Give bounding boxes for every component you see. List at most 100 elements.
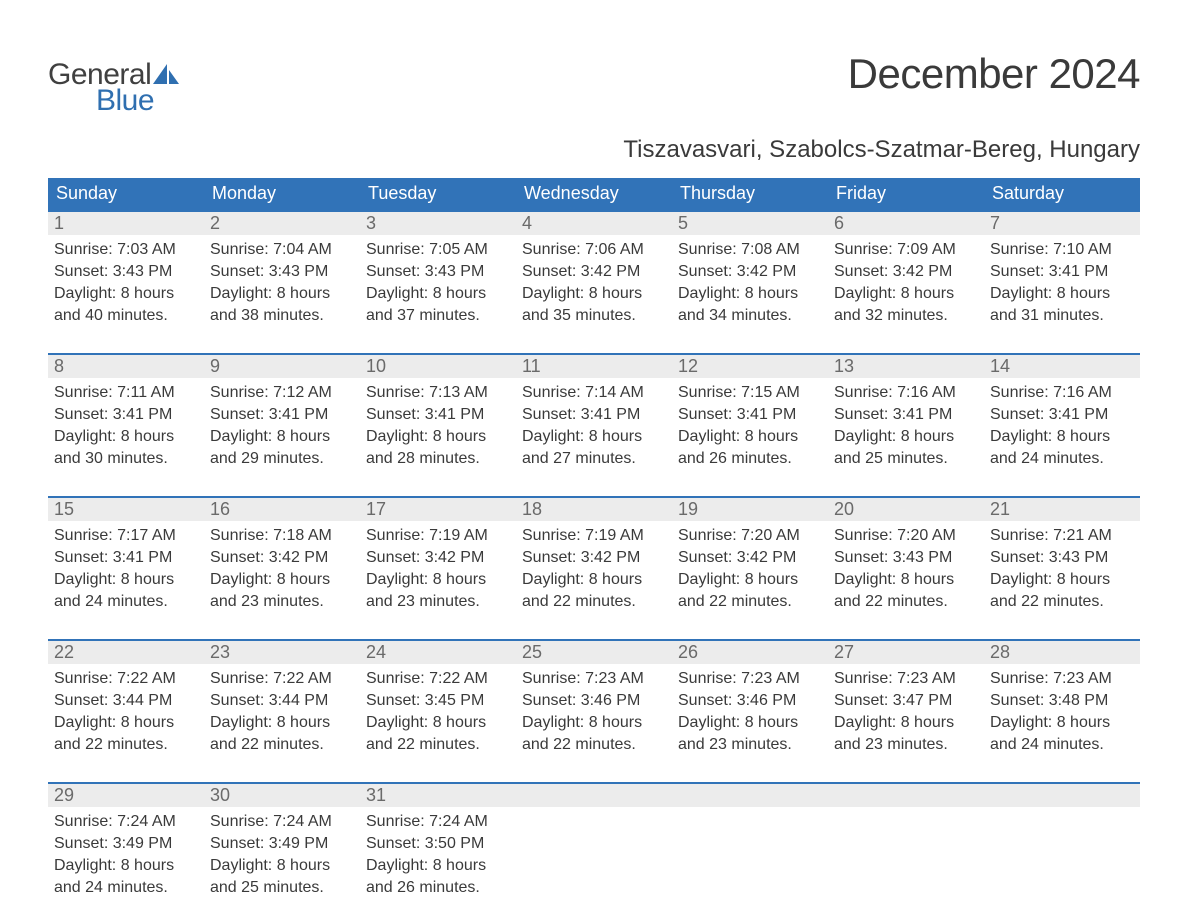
day-sunset: Sunset: 3:41 PM xyxy=(834,404,978,426)
calendar-day: 19Sunrise: 7:20 AMSunset: 3:42 PMDayligh… xyxy=(672,498,828,613)
day-sunset: Sunset: 3:48 PM xyxy=(990,690,1134,712)
day-dl2: and 23 minutes. xyxy=(678,734,822,756)
day-number: 3 xyxy=(360,212,516,235)
day-dl1: Daylight: 8 hours xyxy=(678,283,822,305)
day-number: 20 xyxy=(828,498,984,521)
day-sunset: Sunset: 3:41 PM xyxy=(54,547,198,569)
day-details: Sunrise: 7:15 AMSunset: 3:41 PMDaylight:… xyxy=(672,378,828,470)
day-sunset: Sunset: 3:45 PM xyxy=(366,690,510,712)
day-dl2: and 40 minutes. xyxy=(54,305,198,327)
day-sunrise: Sunrise: 7:23 AM xyxy=(678,668,822,690)
day-sunrise: Sunrise: 7:19 AM xyxy=(366,525,510,547)
calendar-day-empty xyxy=(984,784,1140,899)
weekday-header: Sunday xyxy=(48,178,204,210)
calendar-day: 8Sunrise: 7:11 AMSunset: 3:41 PMDaylight… xyxy=(48,355,204,470)
calendar-day: 1Sunrise: 7:03 AMSunset: 3:43 PMDaylight… xyxy=(48,212,204,327)
day-sunrise: Sunrise: 7:11 AM xyxy=(54,382,198,404)
day-sunrise: Sunrise: 7:16 AM xyxy=(990,382,1134,404)
day-number: 6 xyxy=(828,212,984,235)
day-number: 19 xyxy=(672,498,828,521)
header: General Blue December 2024 xyxy=(48,50,1140,118)
day-dl2: and 24 minutes. xyxy=(54,591,198,613)
day-details: Sunrise: 7:22 AMSunset: 3:44 PMDaylight:… xyxy=(204,664,360,756)
day-sunrise: Sunrise: 7:24 AM xyxy=(54,811,198,833)
weekday-header: Friday xyxy=(828,178,984,210)
calendar-week: 29Sunrise: 7:24 AMSunset: 3:49 PMDayligh… xyxy=(48,782,1140,899)
day-dl1: Daylight: 8 hours xyxy=(990,569,1134,591)
day-dl1: Daylight: 8 hours xyxy=(54,712,198,734)
day-dl1: Daylight: 8 hours xyxy=(834,712,978,734)
day-details: Sunrise: 7:23 AMSunset: 3:47 PMDaylight:… xyxy=(828,664,984,756)
day-details: Sunrise: 7:23 AMSunset: 3:46 PMDaylight:… xyxy=(672,664,828,756)
day-dl2: and 24 minutes. xyxy=(990,448,1134,470)
weekday-header-row: SundayMondayTuesdayWednesdayThursdayFrid… xyxy=(48,178,1140,210)
day-details: Sunrise: 7:06 AMSunset: 3:42 PMDaylight:… xyxy=(516,235,672,327)
day-number: 9 xyxy=(204,355,360,378)
weekday-header: Thursday xyxy=(672,178,828,210)
day-details: Sunrise: 7:24 AMSunset: 3:49 PMDaylight:… xyxy=(204,807,360,899)
day-dl1: Daylight: 8 hours xyxy=(210,426,354,448)
day-number: 18 xyxy=(516,498,672,521)
calendar-day: 13Sunrise: 7:16 AMSunset: 3:41 PMDayligh… xyxy=(828,355,984,470)
day-dl1: Daylight: 8 hours xyxy=(54,569,198,591)
day-details: Sunrise: 7:17 AMSunset: 3:41 PMDaylight:… xyxy=(48,521,204,613)
day-dl2: and 37 minutes. xyxy=(366,305,510,327)
day-sunrise: Sunrise: 7:13 AM xyxy=(366,382,510,404)
day-sunset: Sunset: 3:41 PM xyxy=(990,261,1134,283)
day-details: Sunrise: 7:19 AMSunset: 3:42 PMDaylight:… xyxy=(360,521,516,613)
calendar-day: 29Sunrise: 7:24 AMSunset: 3:49 PMDayligh… xyxy=(48,784,204,899)
day-dl2: and 32 minutes. xyxy=(834,305,978,327)
day-dl1: Daylight: 8 hours xyxy=(54,426,198,448)
day-number: 10 xyxy=(360,355,516,378)
day-details: Sunrise: 7:04 AMSunset: 3:43 PMDaylight:… xyxy=(204,235,360,327)
calendar-day: 15Sunrise: 7:17 AMSunset: 3:41 PMDayligh… xyxy=(48,498,204,613)
day-sunrise: Sunrise: 7:12 AM xyxy=(210,382,354,404)
day-number: 24 xyxy=(360,641,516,664)
day-dl1: Daylight: 8 hours xyxy=(366,426,510,448)
day-number: 7 xyxy=(984,212,1140,235)
day-number: 14 xyxy=(984,355,1140,378)
calendar-day: 9Sunrise: 7:12 AMSunset: 3:41 PMDaylight… xyxy=(204,355,360,470)
weekday-header: Wednesday xyxy=(516,178,672,210)
day-sunrise: Sunrise: 7:24 AM xyxy=(366,811,510,833)
day-dl1: Daylight: 8 hours xyxy=(522,569,666,591)
day-details: Sunrise: 7:21 AMSunset: 3:43 PMDaylight:… xyxy=(984,521,1140,613)
day-sunset: Sunset: 3:41 PM xyxy=(54,404,198,426)
day-sunset: Sunset: 3:46 PM xyxy=(522,690,666,712)
day-sunset: Sunset: 3:43 PM xyxy=(834,547,978,569)
calendar-day: 7Sunrise: 7:10 AMSunset: 3:41 PMDaylight… xyxy=(984,212,1140,327)
day-sunrise: Sunrise: 7:22 AM xyxy=(366,668,510,690)
day-dl2: and 22 minutes. xyxy=(990,591,1134,613)
logo-sail-icon xyxy=(153,64,179,84)
day-number xyxy=(984,784,1140,807)
day-dl2: and 22 minutes. xyxy=(834,591,978,613)
calendar-week: 22Sunrise: 7:22 AMSunset: 3:44 PMDayligh… xyxy=(48,639,1140,756)
day-sunrise: Sunrise: 7:20 AM xyxy=(834,525,978,547)
day-sunset: Sunset: 3:43 PM xyxy=(990,547,1134,569)
day-number: 13 xyxy=(828,355,984,378)
day-number: 1 xyxy=(48,212,204,235)
day-number: 27 xyxy=(828,641,984,664)
calendar-day: 24Sunrise: 7:22 AMSunset: 3:45 PMDayligh… xyxy=(360,641,516,756)
day-sunrise: Sunrise: 7:23 AM xyxy=(834,668,978,690)
weekday-header: Monday xyxy=(204,178,360,210)
day-sunrise: Sunrise: 7:06 AM xyxy=(522,239,666,261)
calendar-day: 4Sunrise: 7:06 AMSunset: 3:42 PMDaylight… xyxy=(516,212,672,327)
day-details: Sunrise: 7:05 AMSunset: 3:43 PMDaylight:… xyxy=(360,235,516,327)
day-dl2: and 26 minutes. xyxy=(678,448,822,470)
day-dl2: and 22 minutes. xyxy=(522,591,666,613)
day-dl2: and 38 minutes. xyxy=(210,305,354,327)
day-dl2: and 23 minutes. xyxy=(834,734,978,756)
day-details: Sunrise: 7:22 AMSunset: 3:45 PMDaylight:… xyxy=(360,664,516,756)
day-details: Sunrise: 7:11 AMSunset: 3:41 PMDaylight:… xyxy=(48,378,204,470)
day-details: Sunrise: 7:22 AMSunset: 3:44 PMDaylight:… xyxy=(48,664,204,756)
day-details: Sunrise: 7:23 AMSunset: 3:48 PMDaylight:… xyxy=(984,664,1140,756)
day-number: 8 xyxy=(48,355,204,378)
calendar-weeks: 1Sunrise: 7:03 AMSunset: 3:43 PMDaylight… xyxy=(48,210,1140,899)
day-dl1: Daylight: 8 hours xyxy=(366,569,510,591)
day-dl2: and 23 minutes. xyxy=(366,591,510,613)
day-dl1: Daylight: 8 hours xyxy=(522,712,666,734)
day-dl1: Daylight: 8 hours xyxy=(366,855,510,877)
day-sunrise: Sunrise: 7:17 AM xyxy=(54,525,198,547)
day-details: Sunrise: 7:08 AMSunset: 3:42 PMDaylight:… xyxy=(672,235,828,327)
